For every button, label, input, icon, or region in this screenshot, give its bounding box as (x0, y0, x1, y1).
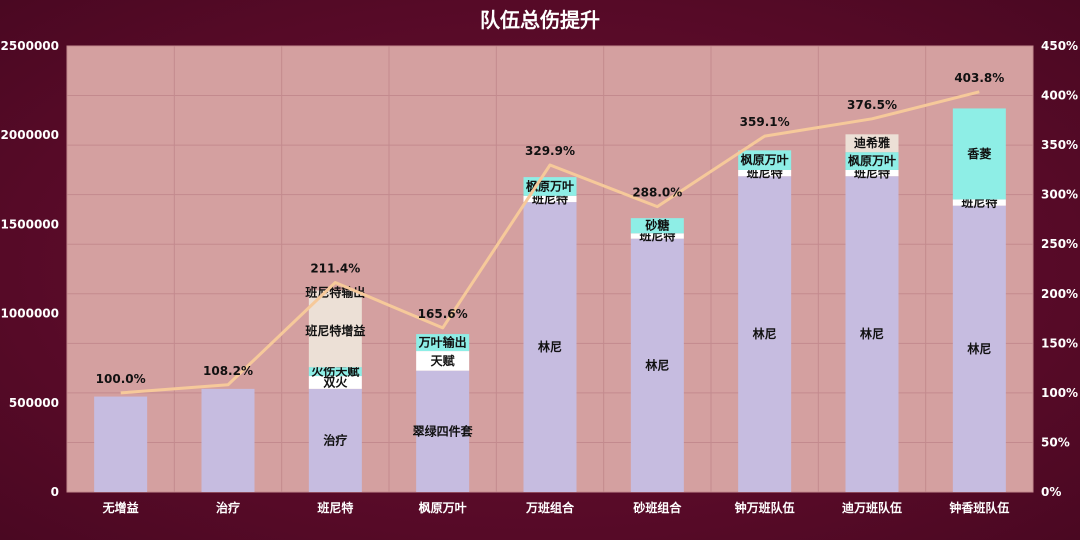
bar-segment (738, 169, 792, 177)
x-axis-category-label: 迪万班队伍 (842, 500, 902, 515)
bar-segment (845, 134, 899, 153)
y2-axis-tick-label: 50% (1041, 435, 1070, 449)
x-axis-category-label: 砂班组合 (632, 500, 682, 515)
bar-segment (952, 108, 1006, 200)
bar-segment-label: 林尼 (860, 326, 884, 341)
bar-segment (738, 176, 792, 492)
y2-axis-tick-label: 150% (1041, 336, 1078, 350)
bar-segment (630, 218, 684, 234)
chart-title: 队伍总伤提升 (480, 8, 600, 32)
y-axis-tick-label: 2500000 (1, 39, 59, 53)
bar-segment (630, 238, 684, 492)
y2-axis-tick-label: 400% (1041, 89, 1078, 103)
bar-segment (523, 177, 577, 196)
x-axis-category-label: 钟香班队伍 (949, 500, 1009, 515)
bar-segment-label: 枫原万叶 (848, 153, 896, 168)
bar-segment (738, 150, 792, 170)
y2-axis-tick-label: 100% (1041, 386, 1078, 400)
bar-segment-label: 翠绿四件套 (413, 423, 474, 438)
bar-segment (416, 370, 470, 492)
x-axis-category-label: 万班组合 (525, 500, 575, 515)
bar-segment-label: 林尼 (538, 339, 562, 354)
percent-data-label: 359.1% (740, 115, 790, 129)
y-axis-tick-label: 1000000 (1, 307, 59, 321)
percent-data-label: 288.0% (632, 186, 682, 200)
percent-series-line (120, 90, 980, 395)
bar-segment-label: 火伤天赋 (311, 364, 359, 379)
bar-segment (630, 233, 684, 239)
percent-data-label: 211.4% (310, 261, 360, 275)
y-axis-tick-label: 1500000 (1, 217, 59, 231)
bar-segment (308, 367, 362, 377)
y-axis-tick-label: 500000 (9, 396, 59, 410)
bar-segment (845, 176, 899, 492)
bar-segment (845, 152, 899, 170)
percent-data-label: 403.8% (954, 71, 1004, 85)
bar-segment (523, 195, 577, 203)
bar-segment-label: 治疗 (323, 432, 347, 447)
bar-segment-label: 林尼 (967, 341, 991, 356)
bar-segment-label: 林尼 (753, 326, 777, 341)
bar-segment (845, 169, 899, 177)
bar-segment (416, 351, 470, 371)
bar-segment (523, 202, 577, 492)
y2-axis-tick-label: 250% (1041, 237, 1078, 251)
x-axis-category-label: 枫原万叶 (419, 500, 467, 515)
y2-axis-tick-label: 300% (1041, 188, 1078, 202)
percent-data-label: 100.0% (96, 372, 146, 386)
bar-segment-label: 班尼特增益 (305, 323, 365, 338)
percent-line-layer: 100.0% 108.2% 211.4% 165.6% 329.9% 288.0% 359.… (96, 71, 1004, 395)
x-axis-category-label: 钟万班队伍 (735, 500, 795, 515)
bar-segment-label: 迪希雅 (854, 135, 890, 150)
bar-segment (308, 376, 362, 389)
percent-data-label: 108.2% (203, 364, 253, 378)
bar-segment (416, 334, 470, 352)
bar-segment (952, 199, 1006, 206)
percent-data-label: 329.9% (525, 144, 575, 158)
bar-segment-label: 万叶输出 (418, 335, 467, 350)
bar-segment (952, 205, 1006, 492)
bar-segment (308, 388, 362, 492)
bar-segment-label: 天赋 (431, 353, 455, 368)
x-axis-category-label: 无增益 (102, 500, 139, 515)
bar-segment (308, 294, 362, 368)
bar-segment-label: 砂糖 (644, 218, 669, 233)
y2-axis-tick-label: 200% (1041, 287, 1078, 301)
percent-data-label: 376.5% (847, 98, 897, 112)
x-axis-category-label: 班尼特 (317, 500, 353, 515)
x-axis-category-label: 治疗 (216, 500, 240, 515)
bar-segment-label: 香菱 (966, 146, 991, 161)
bar-segment-label: 枫原万叶 (741, 152, 789, 167)
y2-axis-tick-label: 0% (1041, 485, 1061, 499)
axes: 0 500000 1000000 1500000 2000000 2500000 0% 50%… (1, 39, 1079, 515)
y-axis-tick-label: 0 (51, 485, 59, 499)
bar-segment-label: 林尼 (645, 357, 669, 372)
bar-segment (201, 388, 255, 492)
percent-data-label: 165.6% (418, 307, 468, 321)
bar-segment-label: 双火 (323, 375, 348, 389)
y-axis-tick-label: 2000000 (1, 128, 59, 142)
y2-axis-tick-label: 350% (1041, 138, 1078, 152)
bar-segment (94, 396, 148, 492)
bar-segment (308, 290, 362, 295)
y2-axis-tick-label: 450% (1041, 39, 1078, 53)
